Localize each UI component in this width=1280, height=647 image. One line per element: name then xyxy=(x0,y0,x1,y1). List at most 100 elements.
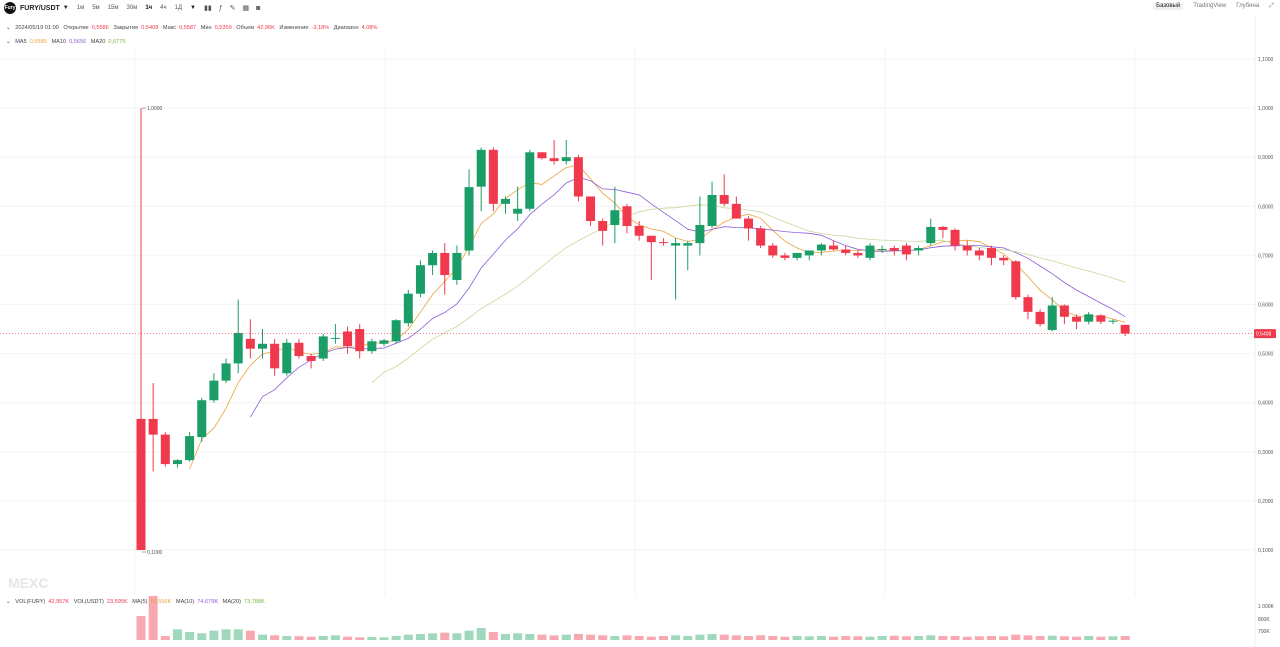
candle-body xyxy=(865,245,875,258)
price-tick-label: 0,5000 xyxy=(1258,352,1274,358)
volume-value: 42,96K xyxy=(257,25,275,31)
view-tradingview[interactable]: TradingView xyxy=(1193,3,1227,9)
candle-body xyxy=(318,336,328,359)
candle-body xyxy=(440,252,450,276)
vol-ma10-label: MA(10) xyxy=(175,599,195,605)
fury-logo-icon: Fury xyxy=(4,2,16,14)
volume-bar xyxy=(610,636,620,640)
volume-bar xyxy=(768,636,778,640)
volume-bar xyxy=(816,636,826,640)
interval-1h[interactable]: 1ч xyxy=(145,5,153,11)
candle-body xyxy=(270,343,280,369)
candle-body xyxy=(877,249,887,251)
chevron-down-icon[interactable]: ⌄ xyxy=(6,39,11,45)
range-label: Диапазон xyxy=(333,25,359,31)
volume-bar xyxy=(731,635,741,640)
candle-body xyxy=(622,206,632,226)
interval-5m[interactable]: 5м xyxy=(92,5,100,11)
price-tick-label: 0,7000 xyxy=(1258,253,1274,259)
volume-tick-label: 700K xyxy=(1258,629,1270,635)
ma5-label: MA5 xyxy=(15,39,27,45)
volume-bar xyxy=(209,630,219,640)
interval-4h[interactable]: 4ч xyxy=(160,5,167,11)
volume-bar xyxy=(987,636,996,640)
chevron-down-icon[interactable]: ⌄ xyxy=(6,25,11,31)
candle-body xyxy=(391,320,401,342)
view-basic[interactable]: Базовый xyxy=(1153,3,1184,10)
vol-ma5-label: MA(5) xyxy=(132,599,148,605)
price-tick-label: 0,3000 xyxy=(1258,450,1274,456)
high-label: 1,0000 xyxy=(147,106,163,112)
interval-30m[interactable]: 30м xyxy=(126,5,138,11)
volume-bar xyxy=(428,633,438,640)
candle-body xyxy=(561,157,571,162)
candle-body xyxy=(221,363,231,381)
volume-bar xyxy=(804,636,814,640)
volume-bar xyxy=(330,635,340,640)
candle-body xyxy=(306,356,316,361)
volume-bar xyxy=(634,636,644,640)
volume-bar xyxy=(185,632,195,640)
low-label: 0,1000 xyxy=(147,550,163,556)
chevron-down-icon[interactable]: ⌄ xyxy=(6,599,11,605)
candle-body xyxy=(172,460,182,465)
volume-bar xyxy=(950,636,960,640)
camera-icon[interactable]: ◙ xyxy=(256,4,261,12)
chevron-down-icon[interactable]: ▼ xyxy=(62,5,69,11)
volume-bar xyxy=(1096,636,1106,640)
candle-body xyxy=(549,158,559,162)
volume-bar xyxy=(148,596,158,640)
candle-body xyxy=(744,218,753,229)
pencil-icon[interactable]: ✎ xyxy=(229,5,236,12)
candle-body xyxy=(1084,314,1094,322)
candle-body xyxy=(573,157,583,197)
fullscreen-icon[interactable]: ⤢ xyxy=(1269,3,1274,9)
candle-body xyxy=(379,340,389,344)
ma20-value: 0,6775 xyxy=(108,39,126,45)
candle-body xyxy=(258,343,267,349)
price-tick-label: 1,1000 xyxy=(1258,57,1274,63)
interval-1d[interactable]: 1Д xyxy=(174,5,183,11)
grid-icon[interactable]: ▦ xyxy=(242,5,250,12)
price-tick-label: 0,9000 xyxy=(1258,155,1274,161)
view-depth[interactable]: Глубина xyxy=(1236,3,1260,9)
candle-body xyxy=(367,341,377,352)
high-value: 0,5587 xyxy=(179,25,197,31)
candle-body xyxy=(646,235,656,243)
volume-bar xyxy=(221,629,231,640)
vol-usdt-value: 23,595K xyxy=(106,599,128,605)
volume-tick-label: 1 000K xyxy=(1258,604,1275,610)
volume-bar xyxy=(658,636,668,640)
volume-bar xyxy=(877,636,887,640)
volume-bar xyxy=(306,636,316,640)
candle-body xyxy=(1108,320,1118,322)
candle-body xyxy=(1023,297,1033,312)
candle-body xyxy=(610,210,620,225)
candle-body xyxy=(245,338,255,349)
price-axis[interactable]: 1,1000 1,0000 0,9000 0,8000 0,7000 0,6000 0,50… xyxy=(1258,57,1274,554)
volume-bar xyxy=(1047,635,1057,640)
volume-tick-label: 800K xyxy=(1258,617,1270,623)
open-label: Открытие xyxy=(63,25,89,31)
candle-body xyxy=(355,329,365,352)
volume-bar xyxy=(756,635,766,640)
interval-15m[interactable]: 15м xyxy=(107,5,119,11)
more-intervals-icon[interactable]: ▼ xyxy=(190,5,196,11)
candle-body xyxy=(719,195,729,204)
volume-bar xyxy=(622,635,632,640)
volume-bar xyxy=(1108,636,1118,640)
candle-body xyxy=(537,152,547,159)
indicator-icon[interactable]: ƒ xyxy=(218,4,223,12)
candle-body xyxy=(185,436,195,461)
candle-body xyxy=(403,293,413,324)
candles-icon[interactable]: ▮▮ xyxy=(203,5,212,12)
candle-body xyxy=(634,225,644,236)
candle-body xyxy=(1047,305,1057,331)
interval-1m[interactable]: 1м xyxy=(76,5,85,11)
close-value: 0,5408 xyxy=(141,25,159,31)
pair-selector[interactable]: FURY/USDT xyxy=(20,4,60,12)
candle-body xyxy=(282,342,292,374)
candle-body xyxy=(974,250,984,256)
candle-body xyxy=(889,248,899,251)
